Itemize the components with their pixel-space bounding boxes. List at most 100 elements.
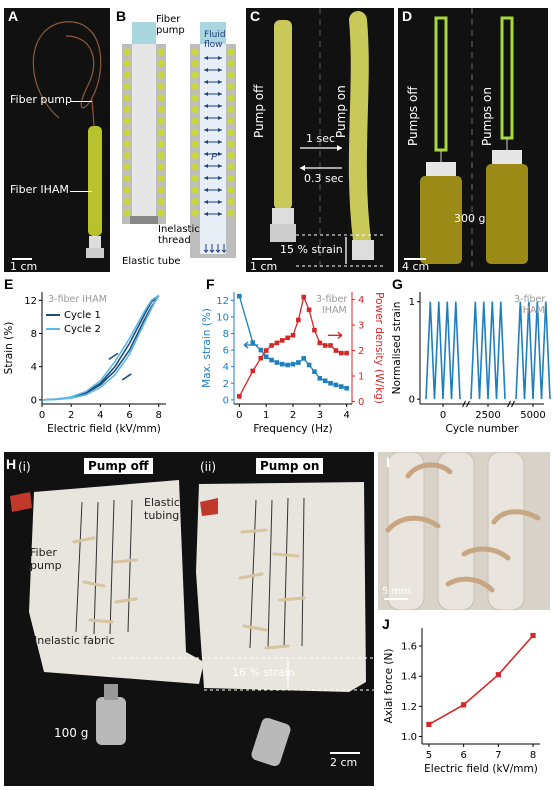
arrow-up: [121, 373, 132, 381]
tube-wall-dot: [123, 151, 131, 160]
panel-label: A: [8, 8, 19, 24]
max-strain-point: [250, 340, 256, 345]
power-density-point: [269, 343, 274, 348]
pressure-arrowhead: [218, 104, 222, 108]
tube-wall-dot: [227, 59, 235, 68]
panel-f-label: F: [206, 276, 215, 292]
tube-wall-dot: [227, 105, 235, 114]
corner-note-line-1: 3-fiber: [316, 294, 347, 305]
fiber-pump-label: Fiber pump: [10, 93, 73, 106]
x-axis-label: Electric field (kV/mm): [424, 763, 538, 775]
right-axis-arrow: [327, 331, 343, 339]
pressure-arrowhead: [204, 68, 208, 72]
panel-label: C: [250, 8, 261, 24]
arrow-down: [108, 352, 119, 361]
tube-wall-dot: [227, 71, 235, 79]
corner-note-line-2: IHAM: [322, 305, 347, 316]
max-strain-point: [306, 362, 312, 368]
flow-arrow: [209, 244, 215, 254]
scale-label: 5 mm: [382, 586, 412, 597]
pressure-arrowhead: [218, 116, 222, 120]
tube-wall-dot: [157, 140, 165, 148]
legend-label: Cycle 2: [64, 324, 101, 335]
y-tick-label: 1.2: [401, 702, 417, 713]
pump-off-tag: Pump off: [84, 458, 153, 474]
corner-note-line-1: 3-fiber: [514, 294, 545, 305]
pump-on-tag: Pump on: [256, 458, 324, 474]
tube-wall-dot: [191, 163, 199, 171]
pump-on-label: Pump on: [334, 85, 348, 138]
panel-a-photo: A Fiber pump Fiber IHAM 1 cm: [4, 8, 110, 272]
x-tick-label: 8: [530, 750, 536, 761]
scale-label: 4 cm: [402, 260, 430, 272]
strain-label: 15 % strain: [280, 243, 343, 256]
panel-label: H: [6, 456, 17, 472]
axis-break: [462, 400, 470, 408]
tube-wall-dot: [191, 174, 199, 183]
scale-bar: [330, 752, 360, 754]
tube-wall-dot: [191, 151, 199, 160]
x-tick-label: 2500: [475, 410, 500, 421]
tube-wall-dot: [123, 59, 131, 68]
legend-label: Cycle 1: [64, 310, 101, 321]
tube-wall-dot: [157, 94, 165, 102]
pressure-arrowhead: [204, 140, 208, 144]
pressure-label: P: [211, 152, 218, 163]
panel-d-photo: D Pumps off Pumps on 300 g 4 cm: [398, 8, 548, 272]
max-strain-point: [296, 360, 301, 365]
scale-label: 2 cm: [330, 756, 358, 769]
tube-wall-dot: [123, 105, 131, 114]
x-tick-label: 4: [343, 410, 349, 421]
series-line-axial-force: [428, 634, 534, 726]
tube-wall-dot: [123, 163, 131, 171]
x-tick-label: 5: [426, 750, 432, 761]
strain-label: 16 % strain: [232, 666, 295, 679]
tube-wall-dot: [227, 151, 235, 160]
max-strain-point: [322, 378, 328, 384]
x-tick-label: 0: [39, 410, 45, 421]
pressure-arrowhead: [204, 92, 208, 96]
y-tick-label: 0: [223, 395, 229, 406]
pressure-arrowhead: [218, 128, 222, 132]
max-strain-point: [258, 347, 264, 353]
y-right-tick-label: 1: [358, 372, 364, 383]
power-density-point: [263, 348, 269, 353]
pump-off-label: Pump off: [252, 84, 266, 138]
y-axis-label: Strain (%): [3, 322, 15, 375]
max-strain-point: [237, 293, 242, 299]
tube-wall-dot: [157, 128, 165, 137]
panel-label: B: [116, 8, 127, 24]
y-tick-label: 8: [223, 329, 229, 340]
y-tick-label: 0: [31, 395, 37, 406]
panel-b-diagram: B Fiber pump Fluid flow P Inelastic thre…: [114, 8, 242, 272]
tube-wall-dot: [227, 128, 235, 137]
tube-wall-dot: [227, 82, 235, 91]
tube-wall-dot: [191, 197, 199, 206]
pressure-arrowhead: [218, 68, 222, 72]
x-axis-label: Frequency (Hz): [253, 423, 332, 435]
y-tick-label: 8: [31, 329, 37, 340]
panel-i-photo: I 5 mm: [378, 452, 550, 610]
pressure-arrowhead: [218, 140, 222, 144]
tube-wall-dot: [157, 71, 165, 79]
panel-i-illustration: [385, 452, 541, 610]
power-density-point: [250, 368, 256, 374]
tube-wall-dot: [227, 48, 235, 56]
pressure-arrowhead: [204, 56, 208, 60]
pumps-off-label: Pumps off: [406, 86, 420, 146]
pressure-arrowhead: [204, 152, 208, 156]
y-tick-label: 1: [409, 297, 415, 308]
flow-arrow: [215, 244, 221, 254]
panel-a-illustration: [32, 21, 104, 258]
scale-bar: [384, 598, 408, 600]
tube-wall-dot: [123, 82, 131, 91]
tube-wall-dot: [157, 105, 165, 114]
panel-g-label: G: [392, 276, 403, 292]
y-axis-label: Max. strain (%): [201, 308, 213, 388]
tube-wall-dot: [157, 48, 165, 56]
y-tick-label: 10: [216, 312, 229, 323]
power-density-point: [274, 340, 280, 346]
tube-wall-dot: [157, 151, 165, 160]
fiber-pump-label: Fiber pump: [156, 14, 185, 36]
